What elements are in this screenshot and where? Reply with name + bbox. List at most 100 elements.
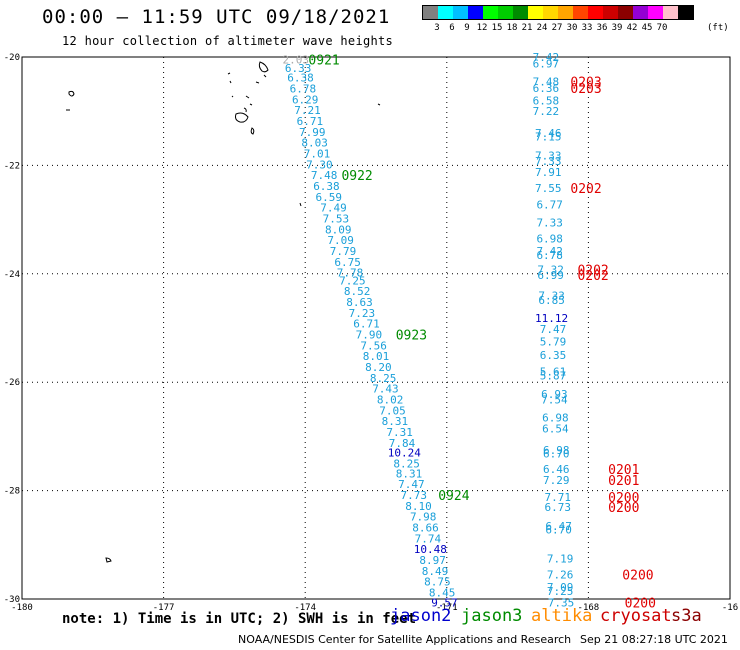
legend-label: 3	[434, 23, 440, 33]
wave-height-value: 6.85	[538, 294, 565, 307]
land-outlines	[66, 61, 381, 563]
wave-height-value: 7.48	[311, 169, 338, 182]
wave-height-value: 7.53	[323, 213, 350, 226]
map-frame	[21, 56, 731, 600]
track-time-label: 0200	[625, 596, 656, 611]
wave-height-value: 6.71	[353, 318, 380, 331]
wave-height-value: 6.93	[541, 388, 568, 401]
wave-height-value: 6.97	[533, 58, 560, 71]
map-subtitle: 12 hour collection of altimeter wave hei…	[62, 34, 394, 48]
track-time-label: 0922	[341, 169, 372, 184]
wave-height-value: 6.35	[540, 349, 567, 362]
wave-height-value: 7.21	[294, 104, 321, 117]
wave-height-value: 7.33	[535, 150, 562, 163]
wave-height-value: 7.33	[536, 216, 563, 229]
wave-height-value: 6.78	[290, 82, 317, 95]
wave-height-value: 7.30	[306, 158, 333, 171]
wave-height-value: 7.48	[533, 75, 560, 88]
lat-tick-label: -28	[4, 487, 20, 497]
island-outline	[105, 557, 112, 563]
wave-height-value: 7.32	[537, 263, 564, 276]
wave-height-value: 7.01	[304, 147, 331, 160]
track-time-label: 0200	[622, 569, 653, 584]
wave-height-value: 8.31	[396, 467, 423, 480]
island-outline	[377, 103, 381, 106]
satellite-s3a: s3a	[671, 606, 702, 626]
track-time-label: 0203	[570, 75, 601, 90]
wave-height-value: 6.98	[543, 444, 570, 457]
island-outline	[66, 90, 75, 111]
wave-height-value: 7.49	[320, 202, 347, 215]
wave-height-value: 7.15	[535, 131, 562, 144]
wave-height-value: 10.24	[388, 447, 421, 460]
wave-height-value: 7.42	[533, 51, 560, 64]
wave-height-value: 7.31	[386, 426, 413, 439]
legend-swatch	[453, 6, 468, 19]
wave-height-value: 7.05	[379, 404, 406, 417]
altimeter-tracks: 2.036.336.386.786.297.216.717.998.037.01…	[283, 51, 656, 611]
wave-height-value: 7.98	[410, 511, 437, 524]
legend-swatch	[498, 6, 513, 19]
lon-tick-label: -174	[294, 603, 316, 613]
track-time-label: 0202	[570, 182, 601, 197]
wave-height-value: 7.99	[299, 126, 326, 139]
wave-height-value: 8.45	[429, 586, 456, 599]
wave-height-value: 6.38	[287, 72, 314, 85]
satellite-cryosat: cryosat	[600, 606, 672, 626]
axis-labels: -180 -177 -174 -171 -168 -16 -20 -22 -24 -26 -28 -3…	[4, 53, 738, 613]
legend-swatch	[573, 6, 588, 19]
wave-height-value: 7.22	[533, 105, 560, 118]
wave-height-value: 6.58	[533, 94, 560, 107]
wave-height-value: 5.79	[540, 336, 567, 349]
wave-height-value: 7.25	[339, 274, 366, 287]
island-outline	[227, 72, 234, 98]
track-time-label: 0202	[577, 269, 608, 284]
wave-height-value: 6.78	[536, 249, 563, 262]
legend-label: 33	[581, 23, 593, 33]
legend-swatch	[528, 6, 543, 19]
lon-tick-label: -168	[578, 603, 600, 613]
wave-height-value: 5.61	[540, 365, 567, 378]
wave-height-value: 9.57	[431, 596, 458, 609]
wave-height-value: 2.03	[283, 54, 310, 67]
color-legend: 3 6 9 12 15 18 21 24 27 30 33 36 39 42 45 70 (ft)	[422, 5, 729, 34]
credit-line: NOAA/NESDIS Center for Satellite Applica…	[238, 633, 572, 646]
legend-label: 42	[626, 23, 638, 33]
wave-height-value: 8.66	[412, 521, 439, 534]
wave-height-value: 6.54	[542, 422, 569, 435]
lat-tick-label: -26	[4, 378, 20, 388]
wave-height-value: 7.56	[360, 339, 387, 352]
track-time-label: 0200	[608, 501, 639, 516]
legend-label: 21	[521, 23, 533, 33]
units-note: note: 1) Time is in UTC; 2) SWH is in fe…	[62, 611, 417, 627]
legend-swatch	[678, 6, 693, 19]
island-outline	[235, 112, 249, 123]
wave-height-value: 8.63	[346, 296, 373, 309]
wave-height-value: 8.10	[405, 500, 432, 513]
wave-height-value: 6.70	[543, 448, 570, 461]
wave-height-value: 6.99	[537, 269, 564, 282]
track-time-label: 0921	[308, 54, 339, 69]
generated-timestamp: Sep 21 08:27:18 UTC 2021	[580, 633, 728, 646]
lat-tick-label: -22	[4, 161, 20, 171]
track-time-label: 0924	[438, 489, 469, 504]
legend-label: 6	[449, 23, 455, 33]
legend-label: 27	[551, 23, 563, 33]
island-outline	[250, 127, 255, 135]
satellite-altika: altika	[531, 606, 593, 626]
track-time-label: 0202	[577, 263, 608, 278]
wave-height-value: 7.19	[547, 552, 574, 565]
lon-tick-label: -180	[11, 603, 33, 613]
wave-height-value: 6.71	[297, 115, 324, 128]
wave-height-value: 7.47	[398, 478, 425, 491]
wave-height-value: 7.71	[544, 491, 571, 504]
wave-height-value: 6.98	[542, 411, 569, 424]
legend-label: 12	[476, 23, 488, 33]
track-cryosat: 7.426.977.486.366.587.227.467.157.337.33…	[533, 51, 656, 611]
wave-height-value: 8.49	[422, 565, 449, 578]
legend-unit: (ft)	[707, 23, 729, 33]
satellite-jason2: jason2	[390, 606, 452, 626]
wave-height-value: 7.29	[543, 474, 570, 487]
legend-label: 18	[506, 23, 518, 33]
